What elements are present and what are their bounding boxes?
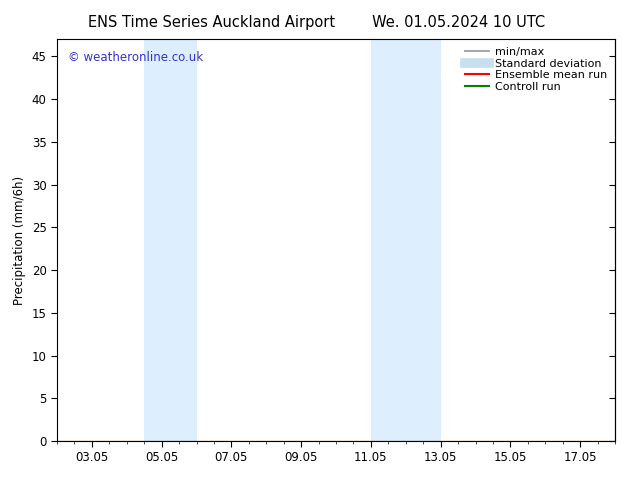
Y-axis label: Precipitation (mm/6h): Precipitation (mm/6h)	[13, 175, 26, 305]
Bar	[145, 39, 197, 441]
Text: © weatheronline.co.uk: © weatheronline.co.uk	[68, 51, 204, 64]
Bar	[371, 39, 441, 441]
Legend: min/max, Standard deviation, Ensemble mean run, Controll run: min/max, Standard deviation, Ensemble me…	[463, 45, 609, 94]
Text: ENS Time Series Auckland Airport        We. 01.05.2024 10 UTC: ENS Time Series Auckland Airport We. 01.…	[88, 15, 546, 30]
